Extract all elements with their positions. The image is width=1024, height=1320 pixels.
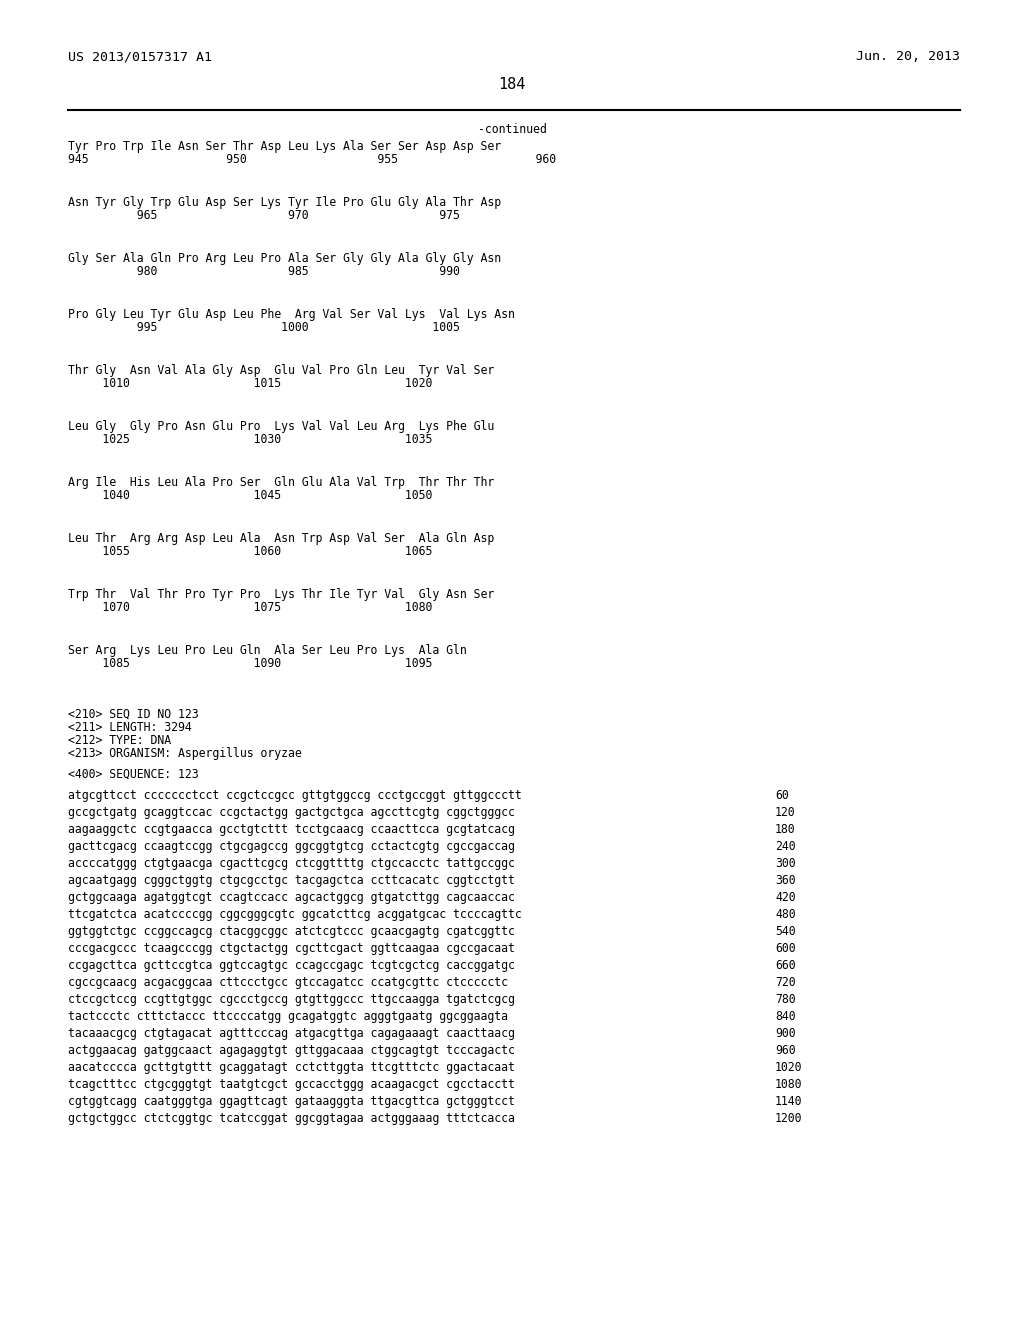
Text: 840: 840 bbox=[775, 1010, 796, 1023]
Text: gccgctgatg gcaggtccac ccgctactgg gactgctgca agccttcgtg cggctgggcc: gccgctgatg gcaggtccac ccgctactgg gactgct… bbox=[68, 807, 515, 818]
Text: <400> SEQUENCE: 123: <400> SEQUENCE: 123 bbox=[68, 768, 199, 781]
Text: atgcgttcct ccccccctcct ccgctccgcc gttgtggccg ccctgccggt gttggccctt: atgcgttcct ccccccctcct ccgctccgcc gttgtg… bbox=[68, 789, 522, 803]
Text: tactccctc ctttctaccc ttccccatgg gcagatggtc agggtgaatg ggcggaagta: tactccctc ctttctaccc ttccccatgg gcagatgg… bbox=[68, 1010, 508, 1023]
Text: <213> ORGANISM: Aspergillus oryzae: <213> ORGANISM: Aspergillus oryzae bbox=[68, 747, 302, 760]
Text: tacaaacgcg ctgtagacat agtttcccag atgacgttga cagagaaagt caacttaacg: tacaaacgcg ctgtagacat agtttcccag atgacgt… bbox=[68, 1027, 515, 1040]
Text: 1080: 1080 bbox=[775, 1078, 803, 1092]
Text: Ser Arg  Lys Leu Pro Leu Gln  Ala Ser Leu Pro Lys  Ala Gln: Ser Arg Lys Leu Pro Leu Gln Ala Ser Leu … bbox=[68, 644, 467, 657]
Text: 720: 720 bbox=[775, 975, 796, 989]
Text: Gly Ser Ala Gln Pro Arg Leu Pro Ala Ser Gly Gly Ala Gly Gly Asn: Gly Ser Ala Gln Pro Arg Leu Pro Ala Ser … bbox=[68, 252, 501, 265]
Text: 1020: 1020 bbox=[775, 1061, 803, 1074]
Text: cgtggtcagg caatgggtga ggagttcagt gataagggta ttgacgttca gctgggtcct: cgtggtcagg caatgggtga ggagttcagt gataagg… bbox=[68, 1096, 515, 1107]
Text: Trp Thr  Val Thr Pro Tyr Pro  Lys Thr Ile Tyr Val  Gly Asn Ser: Trp Thr Val Thr Pro Tyr Pro Lys Thr Ile … bbox=[68, 587, 495, 601]
Text: 960: 960 bbox=[775, 1044, 796, 1057]
Text: 995                  1000                  1005: 995 1000 1005 bbox=[68, 321, 460, 334]
Text: 900: 900 bbox=[775, 1027, 796, 1040]
Text: 945                    950                   955                    960: 945 950 955 960 bbox=[68, 153, 556, 166]
Text: 1055                  1060                  1065: 1055 1060 1065 bbox=[68, 545, 432, 558]
Text: 120: 120 bbox=[775, 807, 796, 818]
Text: 965                   970                   975: 965 970 975 bbox=[68, 209, 460, 222]
Text: -continued: -continued bbox=[477, 123, 547, 136]
Text: 180: 180 bbox=[775, 822, 796, 836]
Text: 420: 420 bbox=[775, 891, 796, 904]
Text: gctgctggcc ctctcggtgc tcatccggat ggcggtagaa actgggaaag tttctcacca: gctgctggcc ctctcggtgc tcatccggat ggcggta… bbox=[68, 1111, 515, 1125]
Text: 1025                  1030                  1035: 1025 1030 1035 bbox=[68, 433, 432, 446]
Text: 1070                  1075                  1080: 1070 1075 1080 bbox=[68, 601, 432, 614]
Text: Jun. 20, 2013: Jun. 20, 2013 bbox=[856, 50, 961, 63]
Text: 780: 780 bbox=[775, 993, 796, 1006]
Text: 1040                  1045                  1050: 1040 1045 1050 bbox=[68, 488, 432, 502]
Text: <212> TYPE: DNA: <212> TYPE: DNA bbox=[68, 734, 171, 747]
Text: actggaacag gatggcaact agagaggtgt gttggacaaa ctggcagtgt tcccagactc: actggaacag gatggcaact agagaggtgt gttggac… bbox=[68, 1044, 515, 1057]
Text: 1140: 1140 bbox=[775, 1096, 803, 1107]
Text: 1010                  1015                  1020: 1010 1015 1020 bbox=[68, 378, 432, 389]
Text: ctccgctccg ccgttgtggc cgccctgccg gtgttggccc ttgccaagga tgatctcgcg: ctccgctccg ccgttgtggc cgccctgccg gtgttgg… bbox=[68, 993, 515, 1006]
Text: 184: 184 bbox=[499, 77, 525, 92]
Text: Arg Ile  His Leu Ala Pro Ser  Gln Glu Ala Val Trp  Thr Thr Thr: Arg Ile His Leu Ala Pro Ser Gln Glu Ala … bbox=[68, 477, 495, 488]
Text: US 2013/0157317 A1: US 2013/0157317 A1 bbox=[68, 50, 212, 63]
Text: Tyr Pro Trp Ile Asn Ser Thr Asp Leu Lys Ala Ser Ser Asp Asp Ser: Tyr Pro Trp Ile Asn Ser Thr Asp Leu Lys … bbox=[68, 140, 501, 153]
Text: 660: 660 bbox=[775, 960, 796, 972]
Text: cccgacgccc tcaagcccgg ctgctactgg cgcttcgact ggttcaagaa cgccgacaat: cccgacgccc tcaagcccgg ctgctactgg cgcttcg… bbox=[68, 942, 515, 954]
Text: 480: 480 bbox=[775, 908, 796, 921]
Text: Leu Thr  Arg Arg Asp Leu Ala  Asn Trp Asp Val Ser  Ala Gln Asp: Leu Thr Arg Arg Asp Leu Ala Asn Trp Asp … bbox=[68, 532, 495, 545]
Text: <210> SEQ ID NO 123: <210> SEQ ID NO 123 bbox=[68, 708, 199, 721]
Text: agcaatgagg cgggctggtg ctgcgcctgc tacgagctca ccttcacatc cggtcctgtt: agcaatgagg cgggctggtg ctgcgcctgc tacgagc… bbox=[68, 874, 515, 887]
Text: tcagctttcc ctgcgggtgt taatgtcgct gccacctggg acaagacgct cgcctacctt: tcagctttcc ctgcgggtgt taatgtcgct gccacct… bbox=[68, 1078, 515, 1092]
Text: aacatcccca gcttgtgttt gcaggatagt cctcttggta ttcgtttctc ggactacaat: aacatcccca gcttgtgttt gcaggatagt cctcttg… bbox=[68, 1061, 515, 1074]
Text: 1085                  1090                  1095: 1085 1090 1095 bbox=[68, 657, 432, 671]
Text: Leu Gly  Gly Pro Asn Glu Pro  Lys Val Val Leu Arg  Lys Phe Glu: Leu Gly Gly Pro Asn Glu Pro Lys Val Val … bbox=[68, 420, 495, 433]
Text: Thr Gly  Asn Val Ala Gly Asp  Glu Val Pro Gln Leu  Tyr Val Ser: Thr Gly Asn Val Ala Gly Asp Glu Val Pro … bbox=[68, 364, 495, 378]
Text: 540: 540 bbox=[775, 925, 796, 939]
Text: cgccgcaacg acgacggcaa cttccctgcc gtccagatcc ccatgcgttc ctccccctc: cgccgcaacg acgacggcaa cttccctgcc gtccaga… bbox=[68, 975, 508, 989]
Text: 1200: 1200 bbox=[775, 1111, 803, 1125]
Text: ttcgatctca acatccccgg cggcgggcgtc ggcatcttcg acggatgcac tccccagttc: ttcgatctca acatccccgg cggcgggcgtc ggcatc… bbox=[68, 908, 522, 921]
Text: ccgagcttca gcttccgtca ggtccagtgc ccagccgagc tcgtcgctcg caccggatgc: ccgagcttca gcttccgtca ggtccagtgc ccagccg… bbox=[68, 960, 515, 972]
Text: 600: 600 bbox=[775, 942, 796, 954]
Text: Asn Tyr Gly Trp Glu Asp Ser Lys Tyr Ile Pro Glu Gly Ala Thr Asp: Asn Tyr Gly Trp Glu Asp Ser Lys Tyr Ile … bbox=[68, 195, 501, 209]
Text: aagaaggctc ccgtgaacca gcctgtcttt tcctgcaacg ccaacttcca gcgtatcacg: aagaaggctc ccgtgaacca gcctgtcttt tcctgca… bbox=[68, 822, 515, 836]
Text: 240: 240 bbox=[775, 840, 796, 853]
Text: ggtggtctgc ccggccagcg ctacggcggc atctcgtccc gcaacgagtg cgatcggttc: ggtggtctgc ccggccagcg ctacggcggc atctcgt… bbox=[68, 925, 515, 939]
Text: 980                   985                   990: 980 985 990 bbox=[68, 265, 460, 279]
Text: gacttcgacg ccaagtccgg ctgcgagccg ggcggtgtcg cctactcgtg cgccgaccag: gacttcgacg ccaagtccgg ctgcgagccg ggcggtg… bbox=[68, 840, 515, 853]
Text: gctggcaaga agatggtcgt ccagtccacc agcactggcg gtgatcttgg cagcaaccac: gctggcaaga agatggtcgt ccagtccacc agcactg… bbox=[68, 891, 515, 904]
Text: Pro Gly Leu Tyr Glu Asp Leu Phe  Arg Val Ser Val Lys  Val Lys Asn: Pro Gly Leu Tyr Glu Asp Leu Phe Arg Val … bbox=[68, 308, 515, 321]
Text: 300: 300 bbox=[775, 857, 796, 870]
Text: accccatggg ctgtgaacga cgacttcgcg ctcggttttg ctgccacctc tattgccggc: accccatggg ctgtgaacga cgacttcgcg ctcggtt… bbox=[68, 857, 515, 870]
Text: 60: 60 bbox=[775, 789, 788, 803]
Text: 360: 360 bbox=[775, 874, 796, 887]
Text: <211> LENGTH: 3294: <211> LENGTH: 3294 bbox=[68, 721, 191, 734]
